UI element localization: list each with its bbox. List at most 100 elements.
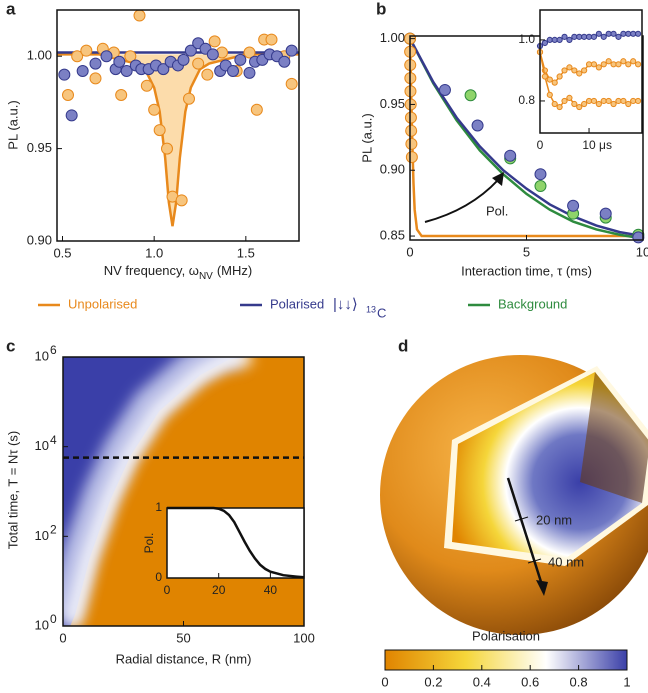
data-point bbox=[438, 83, 451, 96]
y-axis-label: Total time, T = Nτ (s) bbox=[5, 431, 20, 549]
x-tick-label: 0 bbox=[406, 244, 413, 259]
data-point bbox=[285, 44, 298, 57]
data-point bbox=[600, 33, 607, 40]
data-point bbox=[234, 53, 247, 66]
data-point bbox=[285, 77, 298, 90]
legend-state: |↓↓⟩ bbox=[333, 296, 358, 313]
dip-area bbox=[57, 54, 299, 227]
radius-arrow bbox=[506, 477, 544, 586]
data-point bbox=[590, 61, 598, 68]
legend-label: Unpolarised bbox=[68, 296, 137, 311]
data-point bbox=[546, 76, 553, 83]
inset-background bbox=[167, 508, 304, 578]
y-tick-exponent: 0 bbox=[50, 612, 57, 626]
x-tick-label: 0 bbox=[59, 630, 66, 645]
sphere: 20 nm 40 nm bbox=[380, 355, 648, 635]
data-point bbox=[581, 67, 588, 74]
polarised-region bbox=[63, 357, 251, 626]
data-point bbox=[625, 61, 632, 68]
data-point bbox=[175, 194, 188, 207]
x-axis-label: NV frequency, ωNV (MHz) bbox=[104, 263, 252, 281]
y-tick-exponent: 4 bbox=[50, 433, 57, 447]
x-tick-label: 40 bbox=[264, 583, 278, 597]
x-tick-label: 20 bbox=[212, 583, 226, 597]
data-point bbox=[157, 63, 170, 76]
polarisation-front-halo bbox=[63, 357, 243, 626]
y-tick-exponent: 2 bbox=[50, 523, 57, 537]
data-point bbox=[595, 100, 602, 108]
x-tick-label: 10 bbox=[582, 138, 596, 152]
x-tick-label: 0 bbox=[164, 583, 171, 597]
y-tick-label: 0.90 bbox=[380, 162, 405, 177]
y-axis-label: Pol. bbox=[142, 533, 156, 554]
fit-line bbox=[408, 38, 644, 238]
data-point bbox=[556, 103, 563, 111]
data-point bbox=[541, 39, 549, 47]
data-point bbox=[590, 33, 598, 40]
y-tick-label: 1 bbox=[155, 500, 162, 514]
legend-label: Polarised bbox=[270, 296, 324, 311]
y-tick-exponent: 6 bbox=[50, 343, 57, 357]
colorbar bbox=[384, 649, 628, 671]
x-tick-label: 0.5 bbox=[53, 245, 71, 260]
data-point bbox=[183, 92, 195, 105]
data-point bbox=[630, 58, 637, 65]
y-tick-label: 10 bbox=[35, 528, 49, 543]
x-tick-label: 1 bbox=[623, 674, 630, 689]
data-point bbox=[571, 100, 578, 108]
plot-frame bbox=[166, 507, 305, 579]
data-point bbox=[58, 68, 71, 81]
data-point bbox=[599, 207, 612, 220]
data-point bbox=[571, 67, 578, 74]
y-tick-label: 0.90 bbox=[27, 232, 52, 247]
data-point bbox=[610, 100, 617, 108]
data-point bbox=[534, 180, 547, 193]
data-point bbox=[71, 50, 84, 63]
data-point bbox=[192, 57, 205, 70]
panel: 0 20 40 0 1 Pol. bbox=[142, 500, 305, 597]
y-axis-label: PL (a.u.) bbox=[359, 113, 374, 162]
data-point bbox=[551, 79, 558, 86]
data-point bbox=[504, 149, 517, 162]
legend: Unpolarised Polarised |↓↓⟩ 13 C Backgrou… bbox=[38, 296, 567, 320]
data-point bbox=[605, 97, 612, 105]
x-tick-label: 0 bbox=[381, 674, 388, 689]
data-point bbox=[404, 111, 417, 124]
x-tick-label: 1.0 bbox=[145, 245, 163, 260]
data-point bbox=[634, 61, 642, 68]
y-tick-label: 10 bbox=[35, 348, 49, 363]
data-point bbox=[184, 44, 197, 57]
data-point bbox=[567, 199, 580, 212]
data-point bbox=[243, 46, 256, 59]
x-tick-label: 0 bbox=[537, 138, 544, 152]
plot-frame bbox=[539, 9, 643, 134]
data-point bbox=[546, 91, 553, 98]
y-tick-label: 0.8 bbox=[518, 93, 535, 107]
pol-arrow-head bbox=[492, 172, 504, 186]
data-point bbox=[100, 50, 113, 63]
y-axis-label: PL (a.u.) bbox=[5, 100, 20, 149]
data-point bbox=[76, 64, 89, 77]
data-point bbox=[227, 64, 239, 77]
x-tick-label: 50 bbox=[176, 630, 190, 645]
plot-frame bbox=[56, 9, 300, 242]
data-point bbox=[265, 33, 278, 46]
legend-label: Background bbox=[498, 296, 567, 311]
data-point bbox=[89, 57, 102, 70]
data-point bbox=[201, 68, 214, 81]
data-point bbox=[561, 97, 568, 105]
y-tick-label: 10 bbox=[35, 617, 49, 632]
data-point bbox=[243, 66, 256, 79]
y-tick-label: 1.00 bbox=[380, 30, 405, 45]
data-point bbox=[634, 30, 642, 37]
y-tick-label: 0.95 bbox=[27, 140, 52, 155]
data-point bbox=[561, 33, 568, 40]
x-axis-label: Interaction time, τ (ms) bbox=[461, 263, 592, 278]
x-axis-label-sub: NV bbox=[199, 271, 213, 282]
data-point bbox=[561, 67, 568, 74]
cutaway-shade bbox=[580, 372, 648, 503]
y-tick-label: 1.00 bbox=[27, 48, 52, 63]
